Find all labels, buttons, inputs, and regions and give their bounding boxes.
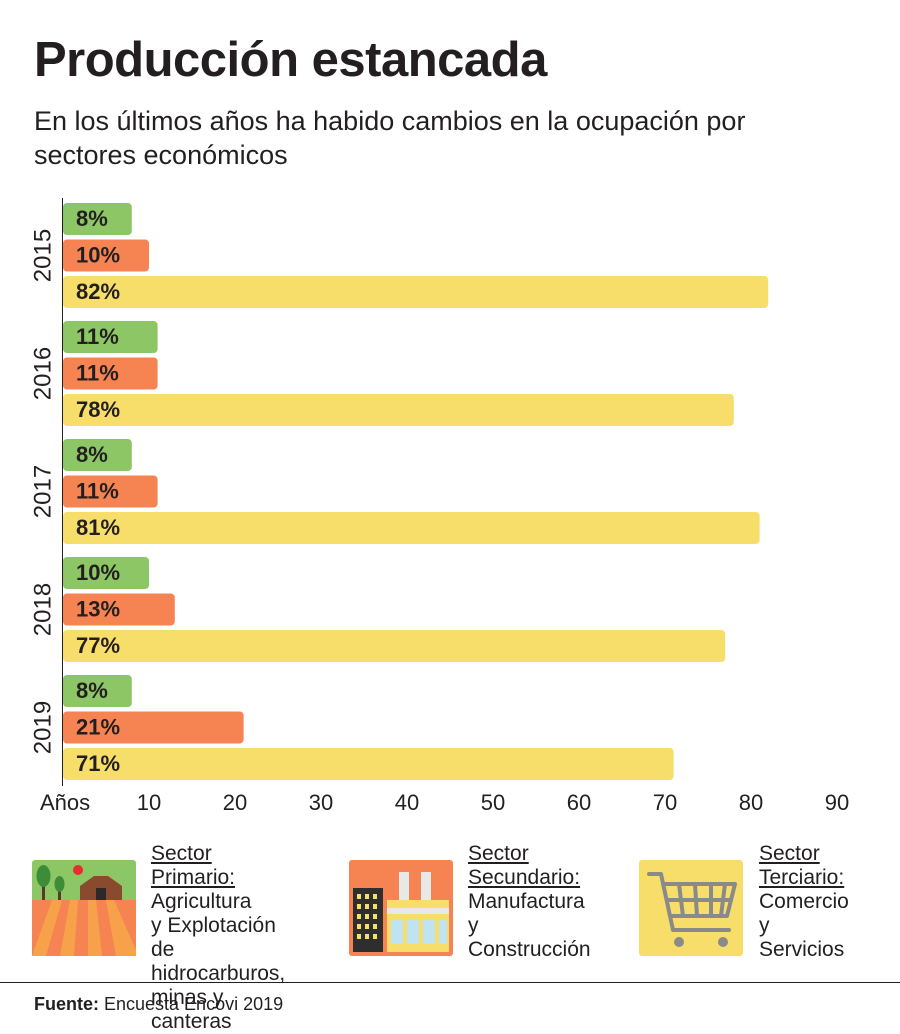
- factory-icon: [349, 860, 453, 956]
- bar-2019-s3: [63, 748, 674, 780]
- bar-value-label: 71%: [76, 751, 120, 776]
- bar-value-label: 82%: [76, 279, 120, 304]
- bar-chart: 20158%10%82%201611%11%78%20178%11%81%201…: [29, 198, 849, 815]
- bar-2016-s2: [63, 357, 158, 390]
- shopping-cart-icon: [639, 860, 743, 956]
- source-text: Encuesta Encovi 2019: [99, 994, 284, 1014]
- legend-tertiary-description: Comercio y Servicios: [759, 890, 849, 961]
- bar-value-label: 21%: [76, 714, 120, 739]
- bar-value-label: 10%: [76, 560, 120, 585]
- x-tick-label: 40: [395, 790, 419, 815]
- x-tick-label: 70: [653, 790, 677, 815]
- legend-tertiary-text: Sector Terciario: Comercio y Servicios: [759, 842, 849, 962]
- bar-2018-s2: [63, 593, 175, 626]
- bar-value-label: 8%: [76, 678, 108, 703]
- bar-value-label: 11%: [76, 324, 119, 349]
- x-tick-label: 10: [137, 790, 161, 815]
- legend-secondary-title: Sector Secundario:: [468, 842, 581, 889]
- farm-icon: [32, 860, 136, 956]
- chart-subtitle: En los últimos años ha habido cambios en…: [34, 106, 746, 170]
- bar-2017-s2: [63, 475, 158, 508]
- bar-value-label: 10%: [76, 242, 120, 267]
- x-tick-label: 80: [739, 790, 763, 815]
- bar-value-label: 11%: [76, 360, 119, 385]
- source-label: Fuente:: [34, 994, 99, 1014]
- bar-value-label: 8%: [76, 206, 108, 231]
- year-label: 2015: [29, 229, 56, 282]
- bar-2016-s3: [63, 394, 734, 426]
- bar-value-label: 78%: [76, 397, 120, 422]
- bar-2018-s3: [63, 630, 726, 662]
- bar-2015-s2: [63, 239, 149, 272]
- bar-value-label: 8%: [76, 442, 108, 467]
- bar-2018-s1: [63, 557, 149, 589]
- bar-2015-s1: [63, 203, 132, 235]
- legend-primary-text: Sector Primario: Agricultura y Explotaci…: [151, 842, 285, 1034]
- year-label: 2017: [29, 465, 56, 518]
- x-axis-label: Años: [40, 790, 90, 815]
- year-label: 2018: [29, 583, 56, 636]
- legend-primary-title: Sector Primario:: [151, 842, 236, 889]
- bar-value-label: 77%: [76, 633, 120, 658]
- bar-2017-s1: [63, 439, 132, 471]
- bar-2015-s3: [63, 276, 769, 308]
- bar-value-label: 13%: [76, 596, 120, 621]
- bar-2019-s2: [63, 711, 244, 744]
- bar-value-label: 81%: [76, 515, 120, 540]
- legend-secondary-text: Sector Secundario: Manufactura y Constru…: [468, 842, 591, 962]
- bar-2016-s1: [63, 321, 158, 353]
- year-label: 2019: [29, 701, 56, 754]
- x-tick-label: 90: [825, 790, 849, 815]
- year-label: 2016: [29, 347, 56, 400]
- bar-2017-s3: [63, 512, 760, 544]
- legend-tertiary-title: Sector Terciario:: [759, 842, 845, 889]
- legend-secondary-description: Manufactura y Construcción: [468, 890, 591, 961]
- chart-title: Producción estancada: [34, 33, 547, 87]
- footer-divider: [0, 982, 900, 983]
- x-tick-label: 60: [567, 790, 591, 815]
- x-tick-label: 20: [223, 790, 247, 815]
- bar-2019-s1: [63, 675, 132, 707]
- x-tick-label: 50: [481, 790, 505, 815]
- legend-primary-description: Agricultura y Explotación de hidrocarbur…: [151, 890, 286, 1033]
- source-note: Fuente: Encuesta Encovi 2019: [34, 992, 283, 1016]
- bar-value-label: 11%: [76, 478, 119, 503]
- x-tick-label: 30: [309, 790, 333, 815]
